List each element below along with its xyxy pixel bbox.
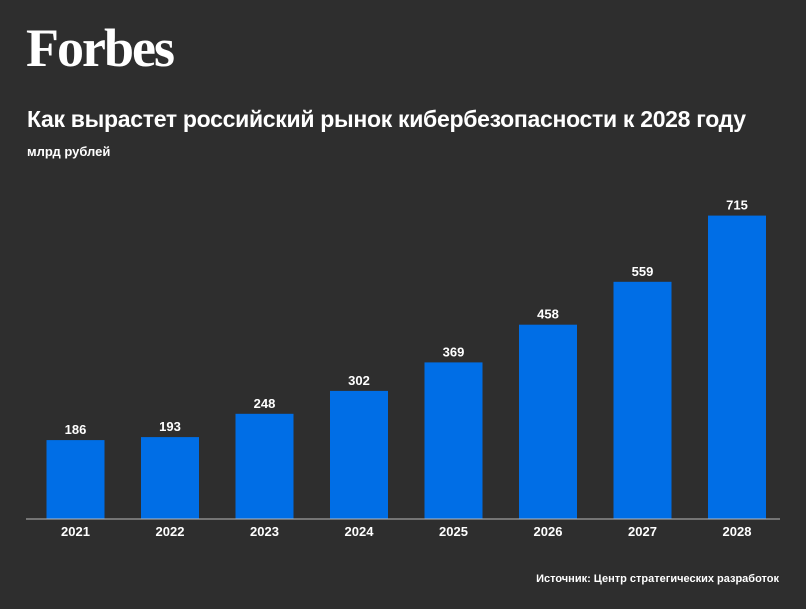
bar-2024 [330,390,388,519]
bar-2028 [708,215,766,519]
x-tick-label-2024: 2024 [345,524,375,539]
forbes-logo: Forbes [26,18,175,78]
value-label-2024: 302 [348,373,370,388]
x-tick-label-2022: 2022 [156,524,185,539]
bar-2021 [46,440,105,519]
bar-2025 [424,362,483,519]
value-label-2023: 248 [254,396,276,411]
bar-2026 [519,324,577,519]
value-label-2021: 186 [65,422,87,437]
x-tick-label-2027: 2027 [628,524,657,539]
bar-2027 [613,281,672,519]
x-tick-label-2021: 2021 [61,524,90,539]
source-note: Источник: Центр стратегических разработо… [536,573,779,585]
x-tick-labels-layer: 2021 2022 2023 2024 2025 2026 2027 2028 [61,524,751,539]
x-tick-label-2023: 2023 [250,524,279,539]
x-tick-label-2026: 2026 [534,524,563,539]
x-tick-label-2028: 2028 [723,524,752,539]
chart-title: Как вырастет российский рынок кибербезоп… [27,106,746,132]
value-label-2027: 559 [632,264,654,279]
chart-subtitle: млрд рублей [27,144,111,159]
value-label-2025: 369 [443,344,465,359]
bars-layer [46,215,766,519]
value-labels-layer: 186 193 248 302 369 458 559 715 [65,198,748,438]
bar-2022 [141,437,199,519]
value-label-2026: 458 [537,307,559,322]
x-tick-label-2025: 2025 [439,524,468,539]
value-label-2022: 193 [159,419,181,434]
bar-2023 [235,413,294,519]
value-label-2028: 715 [726,198,748,213]
